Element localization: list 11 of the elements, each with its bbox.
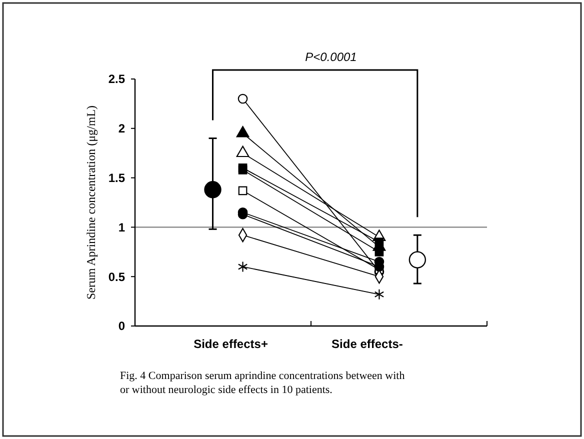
y-tick-label: 2.5: [108, 72, 126, 86]
y-tick-label: 1.5: [108, 171, 126, 185]
text: P<0.0001: [305, 50, 357, 64]
y-tick-label: 0: [118, 319, 126, 334]
caption: Fig. 4 Comparison serum aprindine concentrations between with or without neurologic side effects in 10 patients.: [120, 370, 406, 396]
x-tick-label: Side effects-: [332, 337, 403, 351]
y-axis-title: Serum Aprindine concentration (μg/mL): [84, 105, 98, 300]
x-tick-label: Side effects+: [194, 337, 268, 351]
y-tick-label: 1: [118, 220, 126, 234]
y-tick-label: 2: [118, 122, 126, 136]
y-tick-label: 0.5: [108, 270, 126, 284]
